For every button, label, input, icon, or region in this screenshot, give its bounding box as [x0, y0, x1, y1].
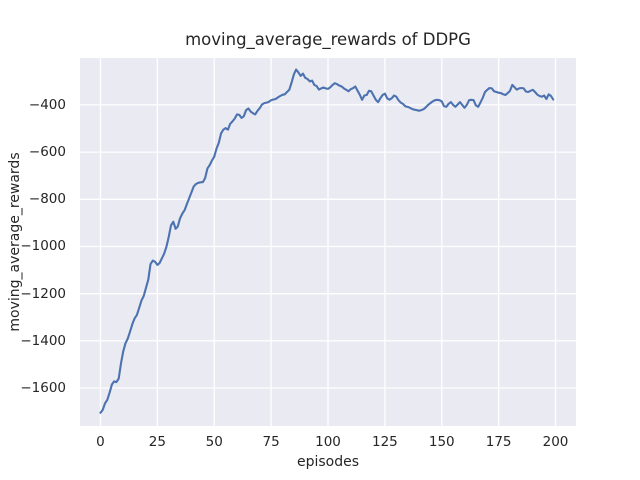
y-tick-label: −1000: [20, 238, 66, 255]
y-tick-label: −1200: [20, 285, 66, 302]
y-tick-label: −400: [28, 96, 66, 113]
ddpg-series-line: [99, 68, 555, 414]
x-tick-label: 50: [205, 434, 223, 450]
chart-title: moving_average_rewards of DDPG: [185, 30, 471, 49]
x-tick-label: 75: [262, 434, 280, 450]
y-tick-label: −1600: [20, 380, 66, 397]
x-tick-label: 0: [96, 434, 105, 450]
x-tick-label: 175: [485, 434, 512, 450]
y-tick-label: −600: [28, 144, 66, 161]
gridlines: [80, 58, 576, 426]
plot-area: [80, 58, 576, 426]
x-tick-label: 200: [542, 434, 569, 450]
y-tick-label: −800: [28, 191, 66, 208]
y-tick-label: −1400: [20, 332, 66, 349]
x-tick-label: 125: [371, 434, 398, 450]
x-tick-label: 25: [148, 434, 166, 450]
x-tick-label: 100: [315, 434, 341, 450]
x-tick-label: 150: [428, 434, 455, 450]
x-axis-label: episodes: [296, 454, 360, 470]
plot-svg: [80, 58, 576, 426]
